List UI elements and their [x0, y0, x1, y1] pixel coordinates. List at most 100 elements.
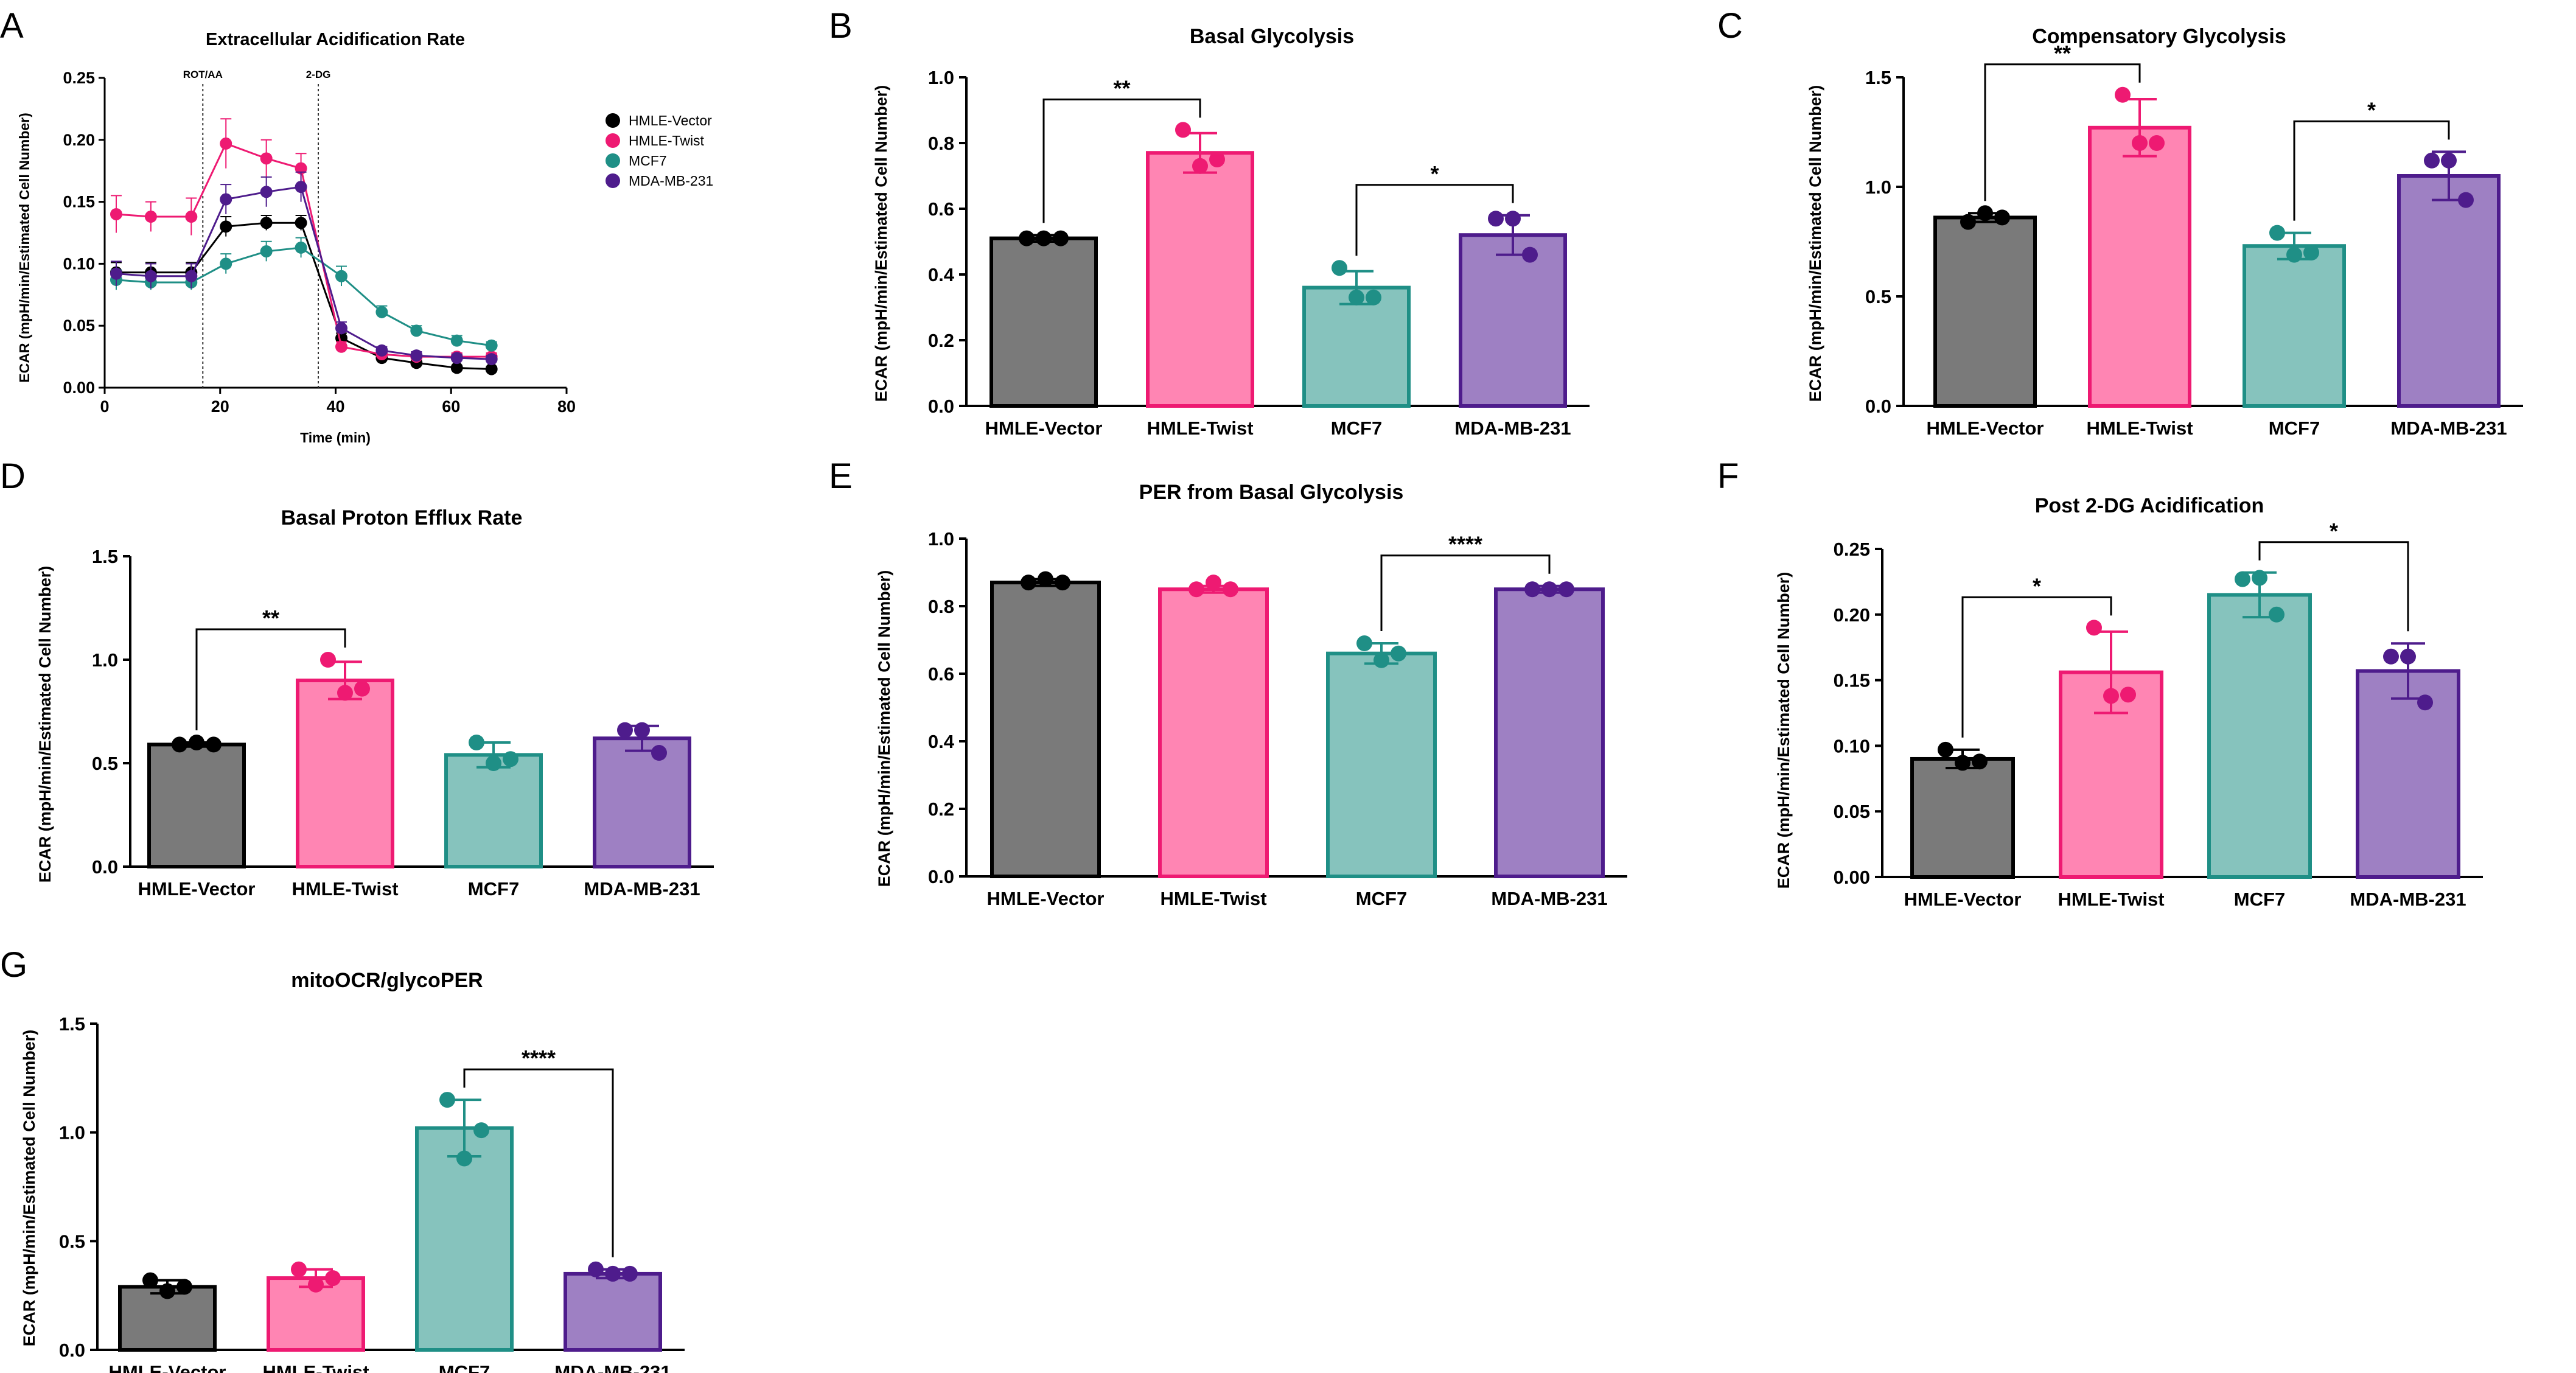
- panel-b-point-mcf7: [1349, 289, 1364, 306]
- panel-c-point-hmle-twist: [2149, 135, 2165, 151]
- panel-b-y-tick-label: 0.4: [928, 264, 955, 285]
- panel-b-title: Basal Glycolysis: [1190, 25, 1354, 48]
- panel-label-a: A: [0, 6, 24, 46]
- panel-b-point-mda-mb-231: [1522, 246, 1538, 263]
- panel-d-significance-label: **: [262, 606, 279, 631]
- panel-f-bar-hmle-vector: [1910, 756, 2015, 879]
- panel-f-point-hmle-vector: [1972, 753, 1988, 770]
- legend-label-hmle-vector: HMLE-Vector: [629, 113, 712, 128]
- panel-e-title: PER from Basal Glycolysis: [1139, 481, 1404, 504]
- panel-d-x-tick-label: HMLE-Twist: [291, 878, 398, 900]
- panel-g-point-hmle-twist: [308, 1276, 324, 1293]
- panel-a-point-hmle-vector: [450, 362, 463, 374]
- panel-a-x-tick-label: 60: [442, 397, 460, 416]
- panel-b-y-tick-label: 0.8: [928, 133, 954, 154]
- panel-f-y-tick-label: 0.20: [1834, 604, 1870, 626]
- panel-g-x-tick-label: MDA-MB-231: [554, 1361, 671, 1373]
- panel-g-significance-bracket: [463, 1068, 614, 1257]
- panel-c-y-tick-label: 0.0: [1865, 396, 1891, 417]
- panel-f-y-tick-label: 0.10: [1834, 735, 1870, 756]
- panel-g-ylabel: ECAR (mpH/min/Estimated Cell Number): [20, 1030, 38, 1347]
- panel-e-y-tick-label: 0.8: [928, 596, 954, 617]
- panel-d-x-tick-label: MDA-MB-231: [584, 878, 700, 900]
- panel-a-point-hmle-vector: [260, 217, 273, 229]
- panel-a-point-hmle-vector: [295, 217, 307, 229]
- panel-d-y-tick-label: 1.5: [92, 546, 118, 567]
- panel-a-x-tick-label: 40: [326, 397, 344, 416]
- panel-a-point-hmle-twist: [220, 137, 232, 150]
- panel-b-point-hmle-vector: [1053, 230, 1069, 246]
- panel-d-point-mda-mb-231: [634, 722, 650, 738]
- panel-label-e: E: [829, 456, 853, 496]
- panel-c-x-tick-label: MDA-MB-231: [2390, 417, 2507, 439]
- panel-c-point-mcf7: [2303, 245, 2319, 260]
- panel-f-point-mda-mb-231: [2417, 694, 2433, 711]
- panel-g-x-tick-label: HMLE-Twist: [262, 1361, 369, 1373]
- panel-c-significance-bracket: [2293, 120, 2450, 221]
- panel-a-point-hmle-vector: [485, 363, 498, 376]
- panel-c-point-hmle-twist: [2132, 135, 2148, 151]
- panel-d-bar-mcf7: [444, 753, 543, 869]
- panel-g-point-mda-mb-231: [605, 1265, 621, 1282]
- panel-a-point-mcf7: [260, 245, 273, 258]
- panel-a-point-mda-mb-231: [260, 186, 273, 198]
- panel-e-point-hmle-vector: [1055, 575, 1070, 591]
- panel-f-point-mcf7: [2252, 570, 2267, 586]
- panel-a-xlabel: Time (min): [300, 430, 371, 445]
- panel-a-title: Extracellular Acidification Rate: [206, 30, 465, 49]
- panel-a-point-mda-mb-231: [485, 353, 498, 366]
- panel-f-y-tick-label: 0.25: [1834, 539, 1870, 560]
- panel-a-point-mda-mb-231: [450, 352, 463, 365]
- panel-a-point-hmle-twist: [335, 340, 347, 353]
- panel-a-plot-area: 0 20 40 60 80 0.00 0.05 0.10 0.15 0.20 0.25 ROT/AA 2…: [63, 69, 576, 416]
- panel-g-point-mda-mb-231: [588, 1261, 604, 1277]
- panel-d-point-hmle-twist: [320, 652, 336, 668]
- panel-a-point-hmle-twist: [260, 152, 273, 165]
- panel-a-y-tick-label: 0.15: [63, 193, 95, 211]
- panel-e-significance-bracket: [1380, 554, 1551, 632]
- panel-b-bar-hmle-vector: [990, 236, 1098, 408]
- panel-g-point-hmle-twist: [325, 1270, 341, 1287]
- panel-c-point-mda-mb-231: [2441, 152, 2457, 169]
- panel-a-point-mcf7: [220, 257, 232, 270]
- panel-d-bar-mda-mb-231: [593, 736, 691, 868]
- panel-label-b: B: [829, 6, 853, 46]
- panel-f-point-mda-mb-231: [2383, 648, 2399, 665]
- panel-g-y-tick-label: 1.5: [59, 1013, 85, 1035]
- panel-e-point-hmle-vector: [1021, 575, 1036, 591]
- panel-a-y-tick-label: 0.05: [63, 316, 95, 335]
- panel-b-point-mda-mb-231: [1505, 211, 1521, 227]
- panel-e-bar-hmle-twist: [1158, 587, 1269, 878]
- panel-c-y-tick-label: 1.0: [1865, 176, 1891, 198]
- panel-g-point-hmle-vector: [142, 1272, 158, 1288]
- panel-e-bar-hmle-vector: [990, 581, 1101, 879]
- panel-a-point-hmle-twist: [185, 211, 198, 223]
- panel-label-d: D: [0, 456, 26, 496]
- panel-a-point-mcf7: [295, 241, 307, 254]
- panel-f-bar-mcf7: [2207, 593, 2312, 879]
- panel-c-significance-label: *: [2367, 97, 2376, 122]
- panel-g-y-tick-label: 1.0: [59, 1122, 85, 1144]
- panel-b-point-mcf7: [1332, 260, 1347, 276]
- panel-g-point-hmle-vector: [159, 1283, 175, 1299]
- panel-f-point-hmle-vector: [1955, 755, 1970, 771]
- panel-e-point-hmle-vector: [1038, 571, 1053, 587]
- panel-e-point-hmle-twist: [1189, 581, 1204, 598]
- panel-c-bar-chart: C Compensatory Glycolysis ECAR (mpH/min/…: [1717, 6, 2523, 439]
- panel-c-point-mcf7: [2286, 246, 2302, 263]
- panel-a-injection-label-rot-aa: ROT/AA: [183, 69, 223, 80]
- panel-e-y-tick-label: 0.4: [928, 731, 955, 752]
- panel-b-significance-bracket: [1355, 184, 1514, 256]
- panel-g-point-mcf7: [456, 1150, 472, 1167]
- panel-b-x-tick-label: HMLE-Twist: [1147, 417, 1253, 439]
- panel-d-significance-bracket: [195, 628, 346, 730]
- panel-c-point-hmle-vector: [1977, 205, 1993, 222]
- panel-b-bar-mda-mb-231: [1459, 233, 1567, 408]
- panel-label-g: G: [0, 945, 27, 985]
- panel-g-point-mda-mb-231: [622, 1265, 638, 1282]
- panel-e-y-tick-label: 1.0: [928, 528, 954, 550]
- panel-d-point-mda-mb-231: [617, 722, 633, 738]
- panel-f-significance-bracket: [2258, 541, 2409, 632]
- panel-a-y-tick-label: 0.20: [63, 131, 95, 149]
